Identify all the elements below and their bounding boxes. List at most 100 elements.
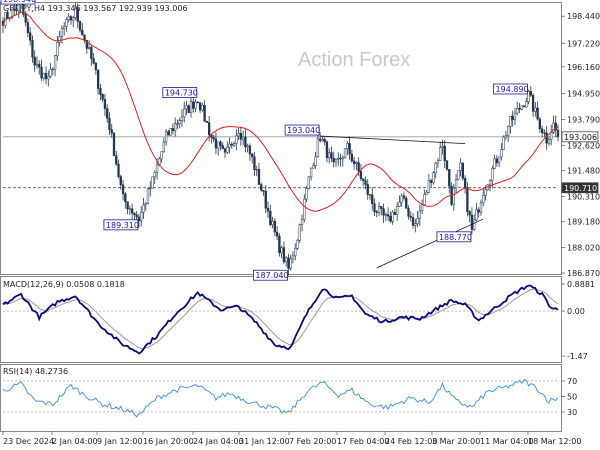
candle-body (237, 132, 240, 137)
candle-body (420, 204, 424, 212)
candle-body (556, 129, 560, 138)
candle-body (321, 138, 324, 141)
rsi-header: RSI(14) 48.2736 (3, 367, 68, 376)
candle-body (248, 145, 252, 155)
candle-body (228, 143, 231, 148)
candle-body (348, 143, 351, 155)
candle-body (26, 22, 30, 33)
candle-body (405, 197, 408, 209)
moving-average-line (2, 11, 559, 212)
candle-body (545, 132, 548, 144)
candle-body (273, 220, 276, 233)
price-tag-label: 193.006 (564, 133, 597, 142)
candle-body (477, 209, 480, 213)
candle-body (325, 141, 329, 158)
candle-body (468, 211, 471, 216)
x-tick-label: 24 Feb 12:00 (385, 437, 437, 446)
candle-body (42, 73, 45, 79)
candle-body (96, 69, 100, 89)
trendline (320, 135, 466, 145)
candle-body (352, 160, 356, 164)
candle-body (106, 108, 109, 119)
candle-body (90, 47, 93, 59)
candle-body (513, 112, 517, 120)
candle-body (205, 120, 209, 123)
candle-body (221, 145, 224, 150)
price-annotation-label: 193.040 (287, 126, 320, 135)
price-y-tick-label: 191.480 (567, 167, 600, 176)
candle-body (452, 187, 455, 205)
price-annotation-box (284, 124, 320, 136)
candle-body (269, 210, 272, 225)
candle-body (343, 148, 347, 159)
candle-body (137, 216, 141, 222)
macd-header: MACD(12,26,9) 0.0508 0.1818 (3, 280, 125, 289)
candle-body (359, 171, 363, 179)
candle-body (491, 167, 494, 181)
candle-body (174, 123, 177, 132)
candle-body (459, 162, 462, 171)
candle-body (56, 42, 59, 57)
candle-body (232, 143, 236, 146)
candle-body (108, 117, 111, 130)
candle-body (257, 169, 261, 185)
candle-body (235, 135, 238, 144)
candle-body (65, 19, 68, 27)
candle-body (47, 76, 50, 80)
candle-body (130, 208, 134, 214)
candle-body (189, 101, 193, 113)
candle-body (303, 198, 306, 220)
candle-body (312, 165, 315, 169)
x-tick-label: 16 Jan 20:00 (143, 437, 194, 446)
price-annotation-box (103, 219, 139, 231)
candle-body (475, 209, 478, 221)
candle-body (226, 146, 229, 153)
candle-body (547, 139, 551, 144)
candle-body (246, 145, 249, 148)
candle-body (153, 172, 156, 178)
x-tick-label: 7 Feb 20:00 (289, 437, 336, 446)
candle-body (171, 128, 175, 132)
price-y-tick-label: 197.220 (567, 39, 600, 48)
price-annotation-label: 189.310 (106, 221, 139, 230)
candle-body (176, 123, 179, 125)
price-tag-label: 190.710 (564, 184, 597, 193)
candle-body (72, 17, 75, 21)
candle-body (144, 203, 147, 206)
price-annotation-box (253, 269, 288, 281)
current-price-tag (561, 182, 599, 194)
candle-body (294, 248, 297, 257)
candle-body (527, 90, 530, 102)
candle-body (416, 218, 419, 224)
price-y-tick-label: 193.790 (567, 115, 600, 124)
candle-body (377, 206, 381, 213)
x-tick-label: 9 Jan 12:00 (97, 437, 143, 446)
candle-body (429, 180, 433, 183)
candle-body (495, 158, 498, 164)
candle-body (414, 223, 417, 226)
candle-body (518, 108, 521, 110)
candle-body (192, 101, 195, 109)
candle-body (194, 101, 197, 109)
candle-body (196, 101, 199, 104)
candle-body (278, 235, 281, 253)
candle-body (40, 66, 43, 79)
trendline (376, 218, 484, 269)
candle-body (162, 141, 165, 152)
candle-body (531, 95, 535, 112)
candle-body (525, 101, 528, 108)
candle-body (67, 16, 70, 20)
price-y-tick-label: 198.440 (567, 12, 600, 21)
candle-body (445, 160, 449, 170)
candle-body (13, 9, 16, 11)
price-y-tick-label: 196.160 (567, 63, 600, 72)
candle-body (253, 156, 256, 170)
x-tick-label: 11 Mar 04:00 (480, 437, 533, 446)
candle-body (339, 157, 342, 160)
candle-body (454, 179, 458, 189)
candle-body (529, 90, 532, 96)
price-annotation-label: 194.730 (165, 89, 198, 98)
x-tick-label: 23 Dec 2024 (3, 437, 54, 446)
candle-body (35, 63, 39, 66)
